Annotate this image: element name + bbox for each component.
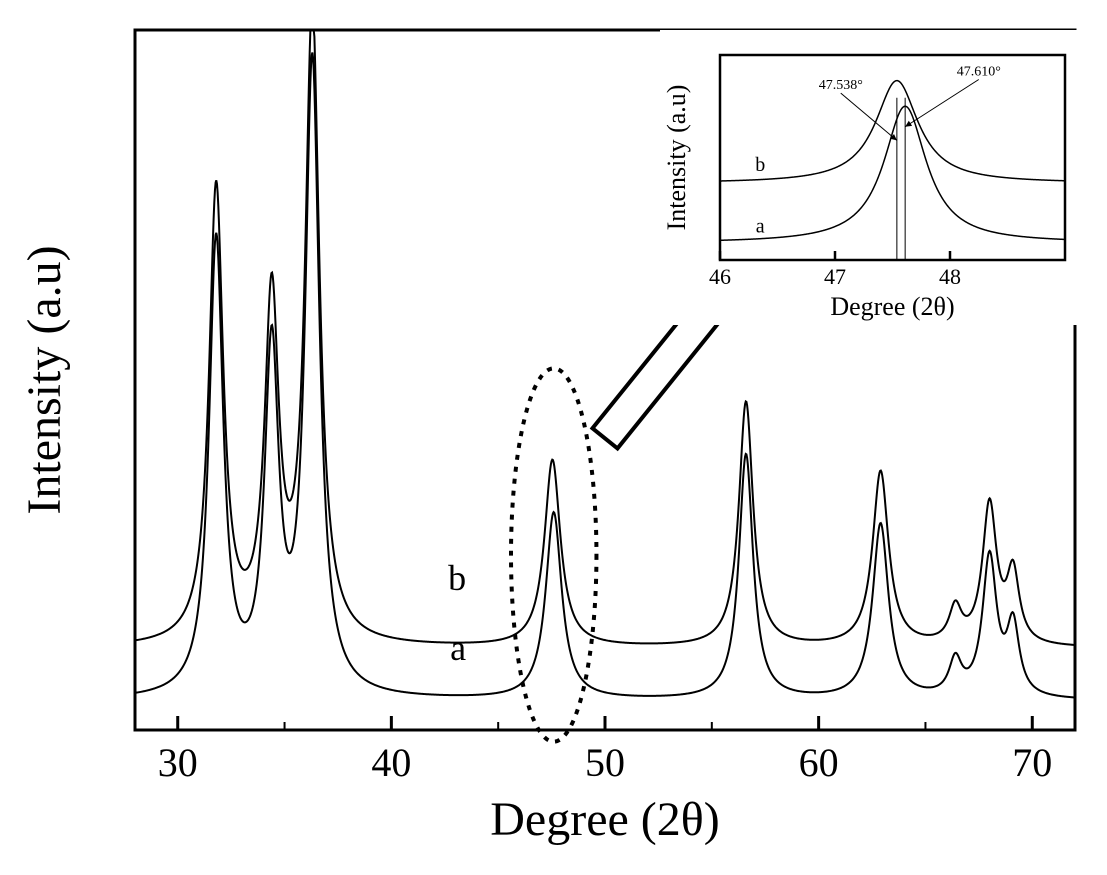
inset-y-label: Intensity (a.u) [662, 85, 691, 231]
inset-trace-label: a [756, 216, 765, 238]
xtick-label: 50 [585, 740, 625, 785]
highlight-ellipse [511, 368, 596, 741]
trace-label: a [450, 628, 466, 668]
y-axis-label: Intensity (a.u) [18, 245, 71, 514]
inset-annotation-label: 47.538° [819, 78, 863, 93]
inset-x-label: Degree (2θ) [830, 292, 954, 321]
inset-xtick-label: 48 [939, 264, 961, 289]
xrd-figure: { "figure": { "width_px": 1107, "height_… [0, 0, 1107, 875]
xtick-label: 40 [371, 740, 411, 785]
inset-xtick-label: 47 [824, 264, 846, 289]
x-axis-label: Degree (2θ) [490, 793, 720, 846]
xtick-label: 30 [158, 740, 198, 785]
figure-svg: 3040506070Degree (2θ)Intensity (a.u)ab46… [0, 0, 1107, 875]
inset-trace-label: b [755, 154, 765, 176]
xtick-label: 60 [799, 740, 839, 785]
xtick-label: 70 [1012, 740, 1052, 785]
inset-xtick-label: 46 [709, 264, 731, 289]
inset-chart: 46 47 48 Degree (2θ) Intensity (a.u) a b 47.538… [660, 30, 1085, 325]
trace-label: b [448, 558, 466, 598]
inset-annotation-label: 47.610° [957, 65, 1001, 80]
